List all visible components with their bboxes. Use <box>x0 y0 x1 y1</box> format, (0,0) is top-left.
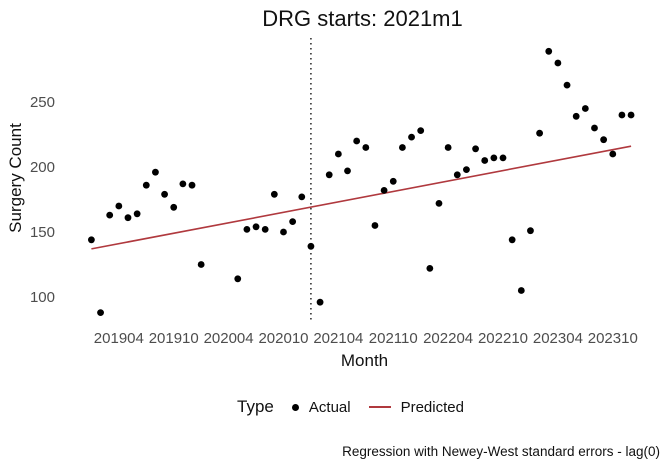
data-point <box>280 228 287 236</box>
x-axis-title: Month <box>340 351 389 370</box>
data-point <box>307 242 315 250</box>
data-point <box>536 129 544 137</box>
footnote-caption: Regression with Newey-West standard erro… <box>342 444 660 459</box>
data-point <box>545 47 553 55</box>
data-point <box>152 168 159 176</box>
data-point <box>106 211 114 219</box>
data-point <box>115 202 123 210</box>
data-point <box>609 150 617 158</box>
y-tick-label: 250 <box>30 94 55 111</box>
data-point <box>179 180 187 188</box>
x-tick-label: 202104 <box>313 330 363 347</box>
data-point <box>325 171 333 179</box>
data-point <box>490 154 498 162</box>
data-point <box>344 167 351 175</box>
data-point <box>88 236 95 244</box>
data-point <box>334 150 342 158</box>
legend-entry-actual: Actual <box>291 398 351 416</box>
data-point <box>408 133 415 141</box>
data-point <box>389 177 397 185</box>
legend-title: Type <box>237 397 274 416</box>
data-point <box>398 144 406 151</box>
data-point <box>417 127 425 134</box>
data-point <box>591 124 598 132</box>
y-tick-label: 200 <box>30 159 55 176</box>
data-point <box>426 265 434 272</box>
data-point <box>170 203 178 211</box>
data-point <box>481 157 489 164</box>
data-point <box>270 190 278 198</box>
data-point <box>161 190 168 198</box>
y-tick-label: 100 <box>30 289 55 306</box>
legend: Type Actual Predicted <box>0 394 669 420</box>
data-point <box>472 145 479 153</box>
y-axis-title: Surgery Count <box>6 123 25 233</box>
data-point <box>362 144 370 151</box>
data-point <box>234 275 242 283</box>
x-tick-label: 201910 <box>149 330 199 347</box>
data-point <box>444 144 452 151</box>
data-point <box>188 181 196 189</box>
data-point <box>252 223 260 231</box>
x-tick-label: 202204 <box>423 330 473 347</box>
x-tick-label: 201904 <box>94 330 144 347</box>
data-point <box>197 261 205 268</box>
data-point <box>627 111 635 119</box>
predicted-line-icon <box>368 406 391 408</box>
data-point <box>572 112 580 120</box>
x-tick-label: 202010 <box>258 330 308 347</box>
data-point <box>353 137 361 145</box>
data-point <box>563 81 571 89</box>
data-point <box>508 236 516 244</box>
legend-predicted-label: Predicted <box>400 398 464 416</box>
data-point <box>261 226 269 233</box>
data-point <box>435 200 443 207</box>
data-point <box>499 154 507 162</box>
data-point <box>133 210 141 218</box>
data-point <box>527 227 534 235</box>
data-point <box>581 105 589 112</box>
chart-title: DRG starts: 2021m1 <box>262 6 463 31</box>
x-tick-label: 202110 <box>369 330 418 347</box>
data-point <box>243 226 251 233</box>
x-tick-label: 202304 <box>533 330 583 347</box>
data-point <box>289 218 297 226</box>
data-point <box>142 181 150 189</box>
legend-actual-label: Actual <box>308 398 351 416</box>
data-point <box>517 287 525 294</box>
data-point <box>124 214 132 222</box>
predicted-line <box>91 145 632 250</box>
x-tick-label: 202004 <box>204 330 254 347</box>
data-point <box>600 136 608 144</box>
plot-area: 100 150 200 250 201904 201910 202004 202010 2021… <box>30 38 638 347</box>
y-tick-label: 150 <box>30 224 55 241</box>
x-tick-label: 202310 <box>588 330 638 347</box>
data-point <box>618 111 626 119</box>
data-point <box>554 59 562 67</box>
data-point <box>380 187 388 194</box>
legend-entry-predicted: Predicted <box>368 398 464 416</box>
data-point <box>453 171 461 179</box>
data-point <box>298 193 306 201</box>
data-point <box>97 309 104 316</box>
data-point <box>371 222 379 229</box>
x-tick-label: 202210 <box>478 330 528 347</box>
data-point <box>316 298 324 306</box>
data-point <box>463 166 470 174</box>
actual-dot-icon <box>291 403 299 411</box>
